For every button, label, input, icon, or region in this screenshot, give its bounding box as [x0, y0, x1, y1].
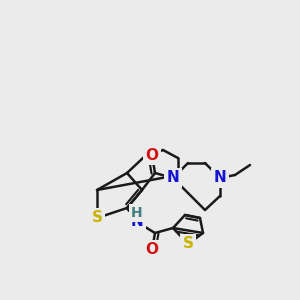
Text: H: H	[131, 206, 143, 220]
Text: N: N	[214, 170, 226, 185]
Text: S: S	[182, 236, 194, 251]
Text: S: S	[92, 211, 103, 226]
Text: O: O	[146, 242, 158, 257]
Text: N: N	[130, 214, 143, 230]
Text: N: N	[167, 170, 179, 185]
Text: O: O	[146, 148, 158, 163]
